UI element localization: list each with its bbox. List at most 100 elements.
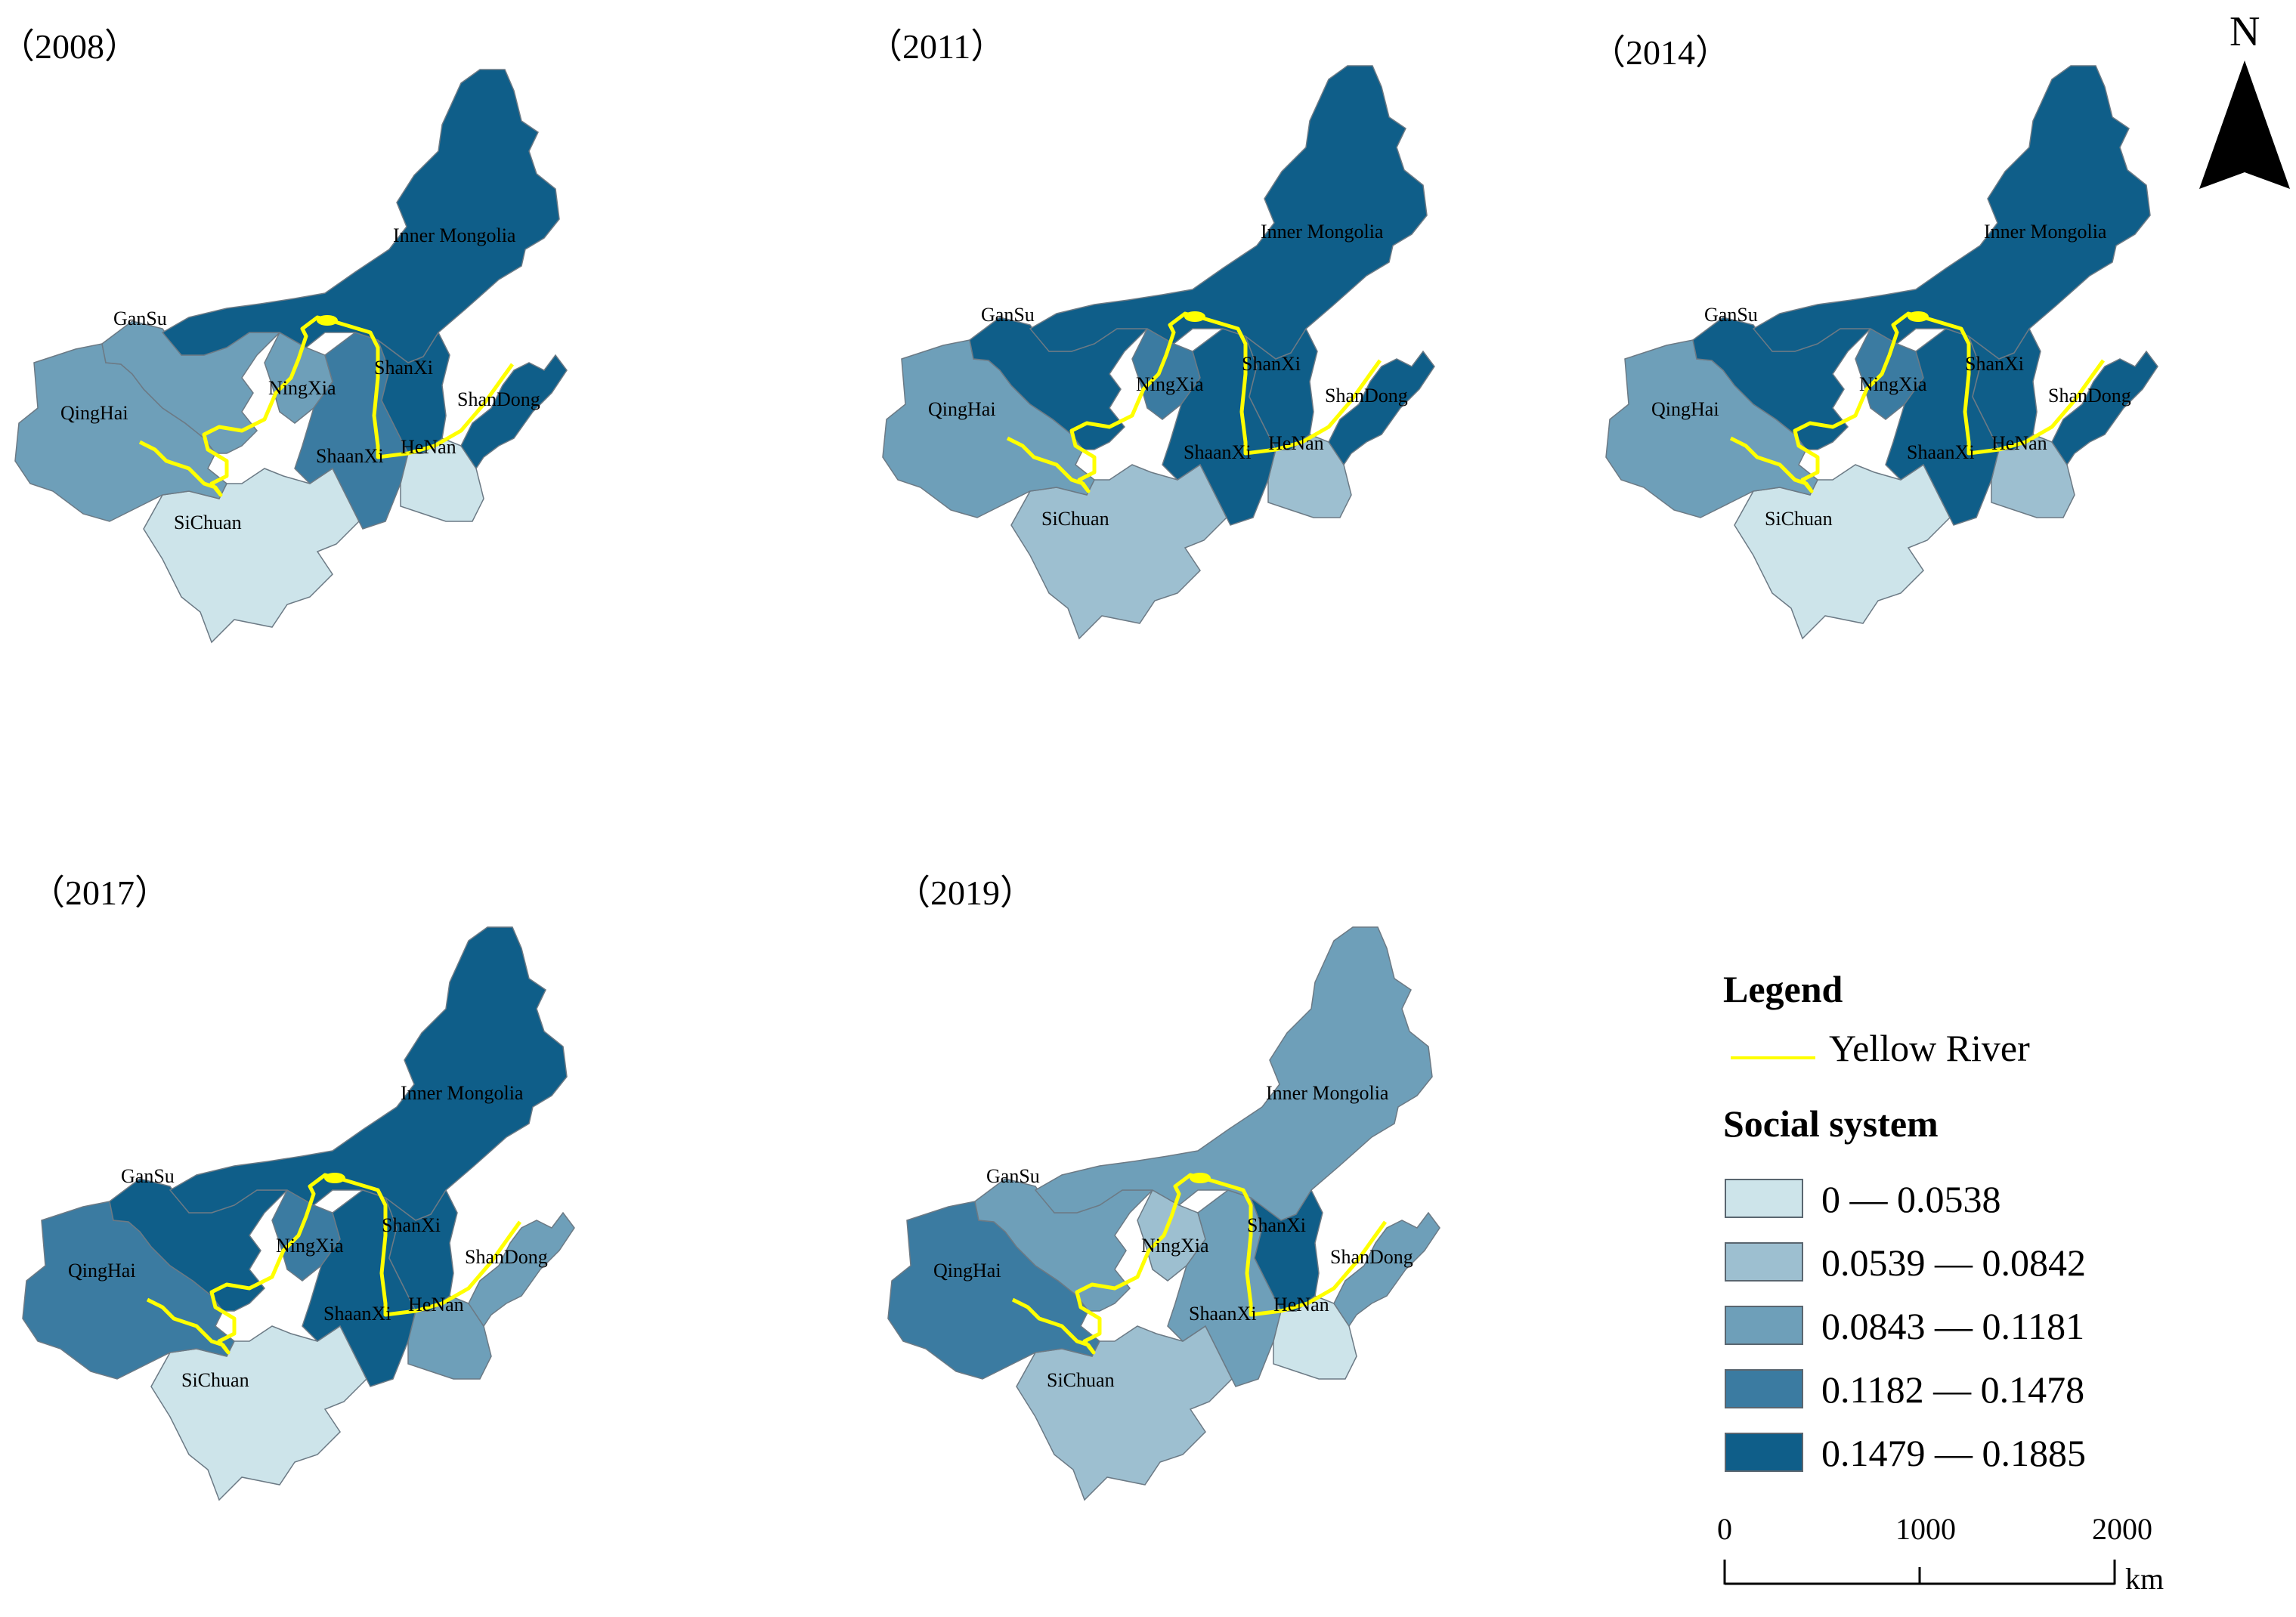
province-ningxia: [264, 331, 333, 424]
legend: Legend Yellow River Social system 0 — 0.…: [1717, 967, 2252, 1617]
yellow-river-line: [1011, 1173, 1388, 1355]
province-map: QingHai GanSu SiChuan NingXia Inner Mongolia…: [22, 926, 575, 1501]
province-label: SiChuan: [1765, 508, 1833, 530]
legend-class-label: 0.0843 — 0.1181: [1821, 1305, 2085, 1347]
legend-class-label: 0.1182 — 0.1478: [1821, 1368, 2085, 1411]
province-label: NingXia: [268, 377, 336, 399]
province-label: GanSu: [1704, 304, 1758, 326]
province-ningxia: [1855, 327, 1924, 420]
scale-bar: 0 1000 2000 km: [1717, 1511, 2192, 1617]
province-sichuan: [150, 1325, 367, 1501]
map-panel-2011: （2011） QingHai GanSu SiChuan NingXia Inner M…: [868, 0, 1623, 752]
province-inner-mongolia: [161, 69, 560, 363]
legend-title: Legend: [1723, 968, 1843, 1010]
province-ningxia: [271, 1189, 341, 1282]
north-arrow: N: [2199, 8, 2290, 189]
province-ningxia: [1137, 1189, 1206, 1282]
scale-unit-label: km: [2125, 1562, 2164, 1596]
legend-class-row: 0.1182 — 0.1478: [1723, 1368, 2177, 1411]
year-label: （2019）: [896, 873, 1035, 912]
province-label: GanSu: [986, 1165, 1040, 1187]
province-label: SiChuan: [174, 512, 242, 533]
province-inner-mongolia: [1752, 65, 2151, 360]
province-sichuan: [143, 467, 360, 644]
legend-swatch: [1725, 1433, 1803, 1472]
scale-tick-label: 1000: [1895, 1512, 1956, 1546]
year-label: （2011）: [868, 27, 1006, 66]
province-label: ShanXi: [1247, 1214, 1306, 1236]
scale-tick-label: 2000: [2092, 1512, 2152, 1546]
province-map: QingHai GanSu SiChuan NingXia Inner Mongolia…: [14, 69, 568, 644]
province-shandong: [1328, 350, 1435, 466]
province-sichuan: [1734, 463, 1951, 640]
province-label: ShaanXi: [316, 445, 384, 467]
province-label: HeNan: [401, 436, 456, 458]
province-label: GanSu: [113, 308, 167, 329]
map-panel-2008: （2008） QingHai GanSu SiChuan NingXia Inner M…: [0, 0, 756, 756]
province-label: QingHai: [933, 1260, 1001, 1282]
province-label: ShanDong: [465, 1246, 548, 1268]
province-label: GanSu: [981, 304, 1035, 326]
north-label: N: [2229, 8, 2260, 55]
map-panel-2014: （2014） QingHai GanSu SiChuan NingXia Inner M…: [1591, 0, 2296, 752]
province-shandong: [468, 1211, 575, 1328]
province-label: GanSu: [121, 1165, 175, 1187]
province-label: ShanXi: [382, 1214, 441, 1236]
year-label: （2008）: [0, 27, 139, 66]
legend-swatch: [1725, 1369, 1803, 1408]
province-shandong: [2051, 350, 2158, 466]
legend-class-label: 0 — 0.0538: [1821, 1178, 2001, 1220]
yellow-river-line: [1006, 311, 1382, 493]
legend-swatch: [1725, 1179, 1803, 1218]
province-label: ShaanXi: [1184, 441, 1252, 463]
north-arrow-icon: [2199, 60, 2290, 189]
province-label: HeNan: [1268, 432, 1324, 454]
yellow-river-line: [146, 1173, 522, 1355]
province-label: Inner Mongolia: [1266, 1082, 1389, 1104]
legend-river-row: Yellow River: [1723, 1027, 2177, 1076]
river-lake-shape: [324, 1173, 345, 1183]
scale-bar-line: [1723, 1560, 2116, 1585]
province-label: QingHai: [928, 398, 996, 420]
province-label: HeNan: [408, 1294, 464, 1316]
province-label: ShanDong: [1330, 1246, 1413, 1268]
map-panel-2019: （2019） QingHai GanSu SiChuan NingXia Inner M…: [873, 858, 1629, 1613]
province-label: SiChuan: [1047, 1369, 1115, 1391]
river-lake-shape: [1908, 311, 1929, 322]
province-label: QingHai: [68, 1260, 136, 1282]
province-label: SiChuan: [1041, 508, 1109, 530]
province-shandong: [460, 354, 568, 470]
river-lake-shape: [317, 315, 338, 326]
legend-class-row: 0 — 0.0538: [1723, 1178, 2177, 1221]
legend-class-label: 0.0539 — 0.0842: [1821, 1241, 2086, 1284]
province-label: NingXia: [1859, 373, 1927, 395]
province-label: NingXia: [276, 1235, 344, 1257]
province-label: ShaanXi: [1189, 1303, 1257, 1325]
map-panel-2017: （2017） QingHai GanSu SiChuan NingXia Inner M…: [8, 858, 763, 1613]
province-shandong: [1333, 1211, 1440, 1328]
yellow-river-line: [1729, 311, 2106, 493]
province-label: ShanDong: [1325, 385, 1408, 407]
legend-swatch: [1725, 1306, 1803, 1345]
province-label: HeNan: [1273, 1294, 1329, 1316]
province-ningxia: [1131, 327, 1201, 420]
province-label: ShanXi: [1965, 353, 2024, 375]
province-label: SiChuan: [181, 1369, 249, 1391]
legend-class-label: 0.1479 — 0.1885: [1821, 1432, 2086, 1474]
legend-class-row: 0.0843 — 0.1181: [1723, 1305, 2177, 1348]
province-inner-mongolia: [1029, 65, 1428, 360]
province-label: ShanDong: [2048, 385, 2131, 407]
year-label: （2014）: [1591, 33, 1730, 72]
province-map: QingHai GanSu SiChuan NingXia Inner Mongolia…: [1605, 65, 2158, 640]
legend-class-row: 0.1479 — 0.1885: [1723, 1432, 2177, 1475]
province-label: ShanXi: [374, 357, 433, 379]
province-label: HeNan: [1991, 432, 2047, 454]
province-map: QingHai GanSu SiChuan NingXia Inner Mongolia…: [887, 926, 1440, 1501]
legend-swatch: [1725, 1242, 1803, 1282]
river-lake-shape: [1190, 1173, 1211, 1183]
province-label: QingHai: [60, 402, 128, 424]
province-sichuan: [1010, 463, 1227, 640]
province-label: Inner Mongolia: [393, 224, 516, 246]
year-label: （2017）: [30, 873, 169, 912]
river-label: Yellow River: [1829, 1027, 2030, 1069]
